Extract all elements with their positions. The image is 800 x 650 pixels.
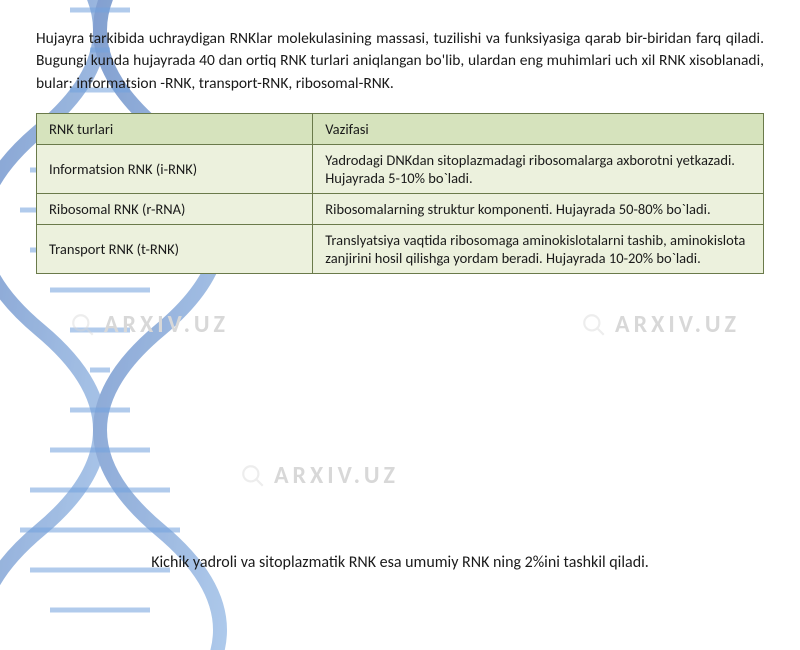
watermark: ARXIV.UZ [70,310,229,339]
table-cell: Informatsion RNK (i-RNK) [37,145,313,194]
intro-paragraph: Hujayra tarkibida uchraydigan RNKlar mol… [36,28,764,95]
table-row: Informatsion RNK (i-RNK)Yadrodagi DNKdan… [37,145,764,194]
watermark: ARXIV.UZ [240,461,399,490]
table-row: Transport RNK (t-RNK)Translyatsiya vaqti… [37,225,764,274]
column-header: Vazifasi [313,114,764,145]
watermark: ARXIV.UZ [581,310,740,339]
table-header-row: RNK turlari Vazifasi [37,114,764,145]
table-cell: Ribosomalarning struktur komponenti. Huj… [313,194,764,225]
column-header: RNK turlari [37,114,313,145]
rnk-table: RNK turlari Vazifasi Informatsion RNK (i… [36,113,764,274]
table-cell: Ribosomal RNK (r-RNA) [37,194,313,225]
table-cell: Translyatsiya vaqtida ribosomaga aminoki… [313,225,764,274]
table-cell: Yadrodagi DNKdan sitoplazmadagi ribosoma… [313,145,764,194]
table-row: Ribosomal RNK (r-RNA)Ribosomalarning str… [37,194,764,225]
footer-note: Kichik yadroli va sitoplazmatik RNK esa … [60,553,740,572]
table-cell: Transport RNK (t-RNK) [37,225,313,274]
